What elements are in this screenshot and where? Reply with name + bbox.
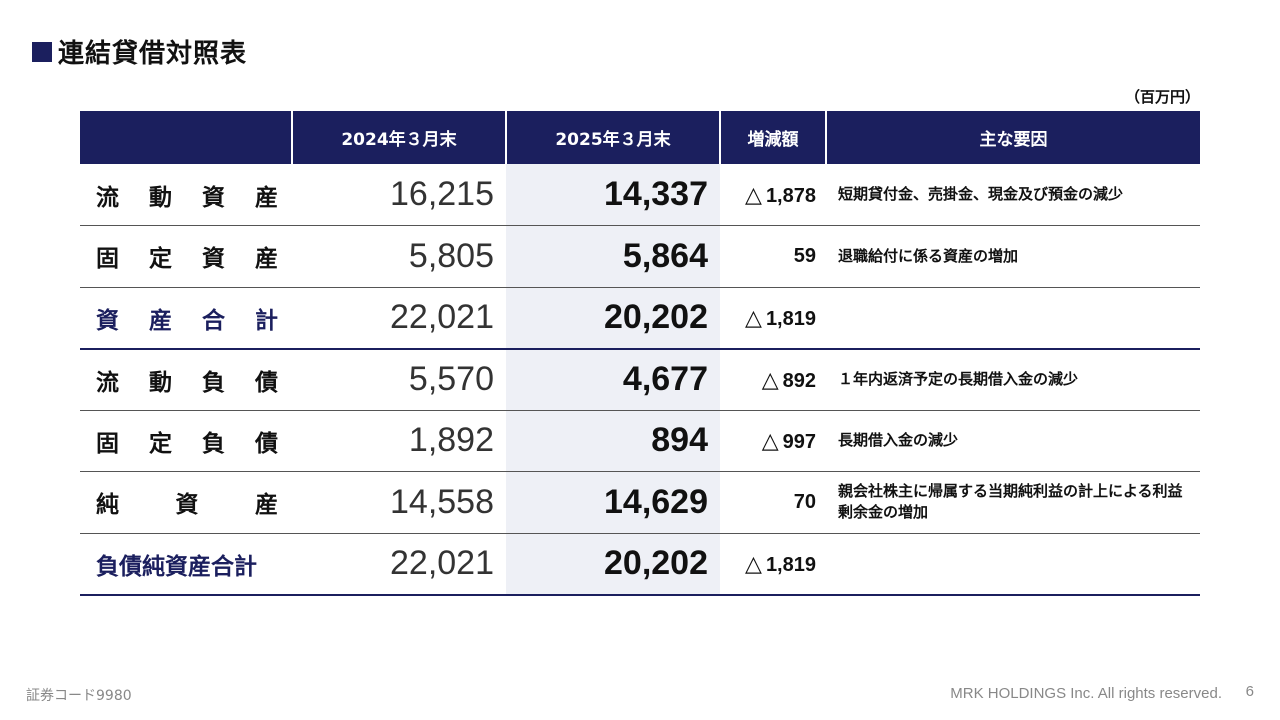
row-label-char: 資 [202, 184, 225, 211]
curr-value: 5,864 [506, 225, 720, 288]
row-label-char: 産 [149, 307, 172, 334]
unit-label: （百万円） [1124, 88, 1200, 106]
row-label-char: 債 [255, 369, 278, 396]
change-value: △ 1,878 [720, 164, 826, 226]
prev-value: 1,892 [292, 410, 506, 472]
prev-value: 14,558 [292, 471, 506, 534]
row-label: 流動資産 [80, 164, 292, 226]
prev-value: 16,215 [292, 164, 506, 226]
curr-value: 20,202 [506, 287, 720, 350]
decrease-triangle-icon: △ [745, 550, 762, 576]
row-label: 負債純資産合計 [80, 533, 292, 596]
decrease-triangle-icon: △ [745, 304, 762, 330]
header-change: 増減額 [719, 111, 827, 164]
row-label-char: 固 [96, 246, 119, 273]
row-label-char: 動 [149, 369, 172, 396]
change-value: 59 [720, 225, 826, 288]
row-label-char: 定 [149, 246, 172, 273]
header-curr-period: 2025年３月末 [505, 111, 721, 164]
securities-code: 証券コード9980 [26, 688, 132, 704]
table-row: 固定負債 1,892 894 △ 997 長期借入金の減少 [80, 410, 1200, 472]
change-number: 70 [793, 490, 816, 513]
table-row: 固 定 資 産 5,805 5,864 59 退職給付に係る資産の増加 [80, 225, 1200, 288]
row-label: 資産合計 [80, 287, 292, 350]
prev-value: 22,021 [292, 533, 506, 596]
row-label-char: 流 [96, 184, 119, 211]
row-label-char: 負債純資産合計 [96, 553, 257, 580]
change-number: 1,819 [765, 307, 816, 330]
row-label-char: 純 [96, 492, 119, 519]
row-label: 純資産 [80, 471, 292, 534]
row-label-char: 産 [255, 492, 278, 519]
row-label-char: 債 [255, 430, 278, 457]
curr-value: 14,629 [506, 471, 720, 534]
table-row: 流動資産 16,215 14,337 △ 1,878 短期貸付金、売掛金、現金及び預金の減… [80, 164, 1200, 226]
change-value: △ 892 [720, 348, 826, 411]
change-number: 892 [782, 369, 816, 392]
reason-text: 退職給付に係る資産の増加 [826, 225, 1200, 288]
change-number: 1,878 [765, 184, 816, 207]
table-row: 資産合計 22,021 20,202 △ 1,819 [80, 287, 1200, 350]
prev-value: 5,570 [292, 348, 506, 411]
row-label-char: 負 [202, 369, 225, 396]
change-value: △ 997 [720, 410, 826, 472]
row-label-char: 合 [202, 307, 225, 334]
header-item [80, 111, 293, 164]
change-number: 997 [782, 430, 816, 453]
prev-value: 5,805 [292, 225, 506, 288]
reason-text: 親会社株主に帰属する当期純利益の計上による利益剰余金の増加 [826, 471, 1200, 534]
slide-title-text: 連結貸借対照表 [58, 39, 248, 69]
balance-sheet-table: 2024年３月末 2025年３月末 増減額 主な要因 流動資産 16,215 14,… [80, 111, 1200, 596]
table-row: 純 資 産 14,558 14,629 70 親会社株主に帰属する当期純利益の計上による利益… [80, 471, 1200, 534]
header-prev-period: 2024年３月末 [291, 111, 507, 164]
reason-text: １年内返済予定の長期借入金の減少 [826, 348, 1200, 411]
row-label: 固定負債 [80, 410, 292, 472]
copyright: MRK HOLDINGS Inc. All rights reserved. [950, 685, 1222, 702]
curr-value: 20,202 [506, 533, 720, 596]
reason-text: 短期貸付金、売掛金、現金及び預金の減少 [826, 164, 1200, 226]
change-number: 1,819 [765, 553, 816, 576]
row-label-char: 資 [202, 246, 225, 273]
row-label-char: 資 [96, 307, 119, 334]
title-square-icon [32, 41, 52, 62]
table-row: 負債純資産合計 22,021 20,202 △ 1,819 [80, 533, 1200, 596]
decrease-triangle-icon: △ [761, 427, 779, 453]
curr-value: 14,337 [506, 164, 720, 226]
row-label-char: 負 [202, 430, 225, 457]
row-label-char: 動 [149, 184, 172, 211]
reason-text [826, 287, 1200, 350]
row-label-char: 定 [149, 430, 172, 457]
slide-title: 連結貸借対照表 [32, 33, 247, 70]
row-label-char: 固 [96, 430, 119, 457]
row-label-char: 資 [175, 492, 199, 519]
row-label-char: 産 [255, 246, 278, 273]
row-label: 固定資産 [80, 225, 292, 288]
change-value: △ 1,819 [720, 533, 826, 596]
curr-value: 894 [506, 410, 720, 472]
table-header-row: 2024年３月末 2025年３月末 増減額 主な要因 [80, 111, 1200, 164]
table-row: 流動負債 5,570 4,677 △ 892 １年内返済予定の長期借入金の減少 [80, 348, 1200, 411]
reason-text [826, 533, 1200, 596]
row-label-char: 計 [255, 307, 278, 334]
decrease-triangle-icon: △ [761, 366, 779, 392]
prev-value: 22,021 [292, 287, 506, 350]
decrease-triangle-icon: △ [745, 181, 762, 207]
row-label-char: 流 [96, 369, 119, 396]
change-value: 70 [720, 471, 826, 534]
page-number: 6 [1245, 683, 1254, 700]
change-value: △ 1,819 [720, 287, 826, 350]
row-label: 流動負債 [80, 348, 292, 411]
change-number: 59 [793, 244, 816, 267]
header-reason: 主な要因 [825, 111, 1200, 164]
row-label-char: 産 [255, 184, 278, 211]
reason-text: 長期借入金の減少 [826, 410, 1200, 472]
curr-value: 4,677 [506, 348, 720, 411]
